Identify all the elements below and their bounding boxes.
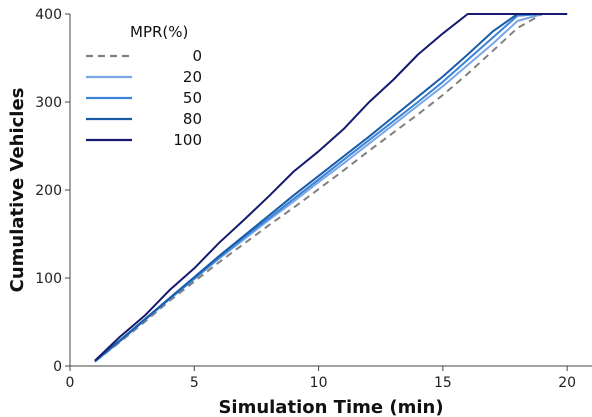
- plot-lines: [94, 13, 568, 363]
- x-tick-label: 10: [310, 375, 328, 391]
- legend-label-100: 100: [173, 131, 202, 149]
- x-tick-label: 0: [66, 375, 75, 391]
- x-axis-title: Simulation Time (min): [218, 397, 443, 417]
- legend-label-50: 50: [183, 89, 202, 107]
- y-tick-label: 100: [35, 271, 62, 287]
- x-tick-label: 15: [434, 375, 452, 391]
- y-tick-label: 300: [35, 95, 62, 111]
- legend-title: MPR(%): [130, 23, 188, 41]
- y-tick-label: 400: [35, 7, 62, 23]
- x-tick-label: 20: [558, 375, 576, 391]
- series-line-50: [94, 13, 568, 363]
- legend-label-20: 20: [183, 68, 202, 86]
- y-tick-label: 200: [35, 183, 62, 199]
- x-tick-label: 5: [190, 375, 199, 391]
- series-line-100: [94, 13, 568, 362]
- series-line-80: [94, 13, 568, 362]
- legend: MPR(%) 0 20 50 80 100: [86, 23, 202, 149]
- series-line-0: [94, 13, 568, 363]
- series-line-20: [94, 13, 568, 363]
- legend-label-80: 80: [183, 110, 202, 128]
- y-tick-label: 0: [53, 359, 62, 375]
- y-axis-title: Cumulative Vehicles: [7, 88, 28, 293]
- legend-label-0: 0: [192, 47, 202, 65]
